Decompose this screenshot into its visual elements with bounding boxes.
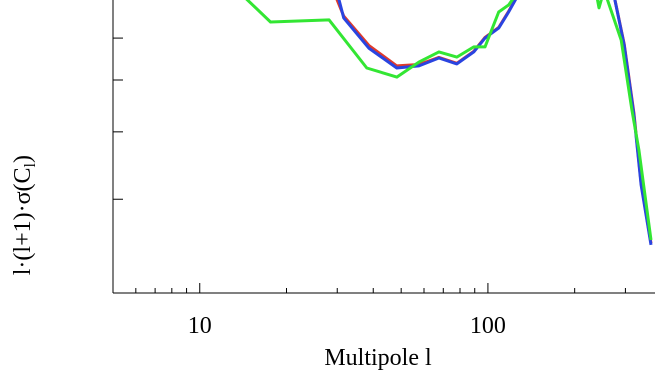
series-line [245, 0, 653, 241]
y-label-end: ) [10, 155, 36, 163]
y-label-sub: l [22, 162, 39, 167]
series-line [337, 0, 653, 246]
plot-area [245, 0, 653, 246]
x-axis-label: Multipole l [324, 345, 432, 371]
y-label-main: l·(l+1)·σ(C [10, 167, 36, 275]
x-tick-label: 10 [188, 313, 212, 339]
y-axis-label: l·(l+1)·σ(Cl) [10, 155, 39, 275]
x-tick-label: 100 [470, 313, 506, 339]
